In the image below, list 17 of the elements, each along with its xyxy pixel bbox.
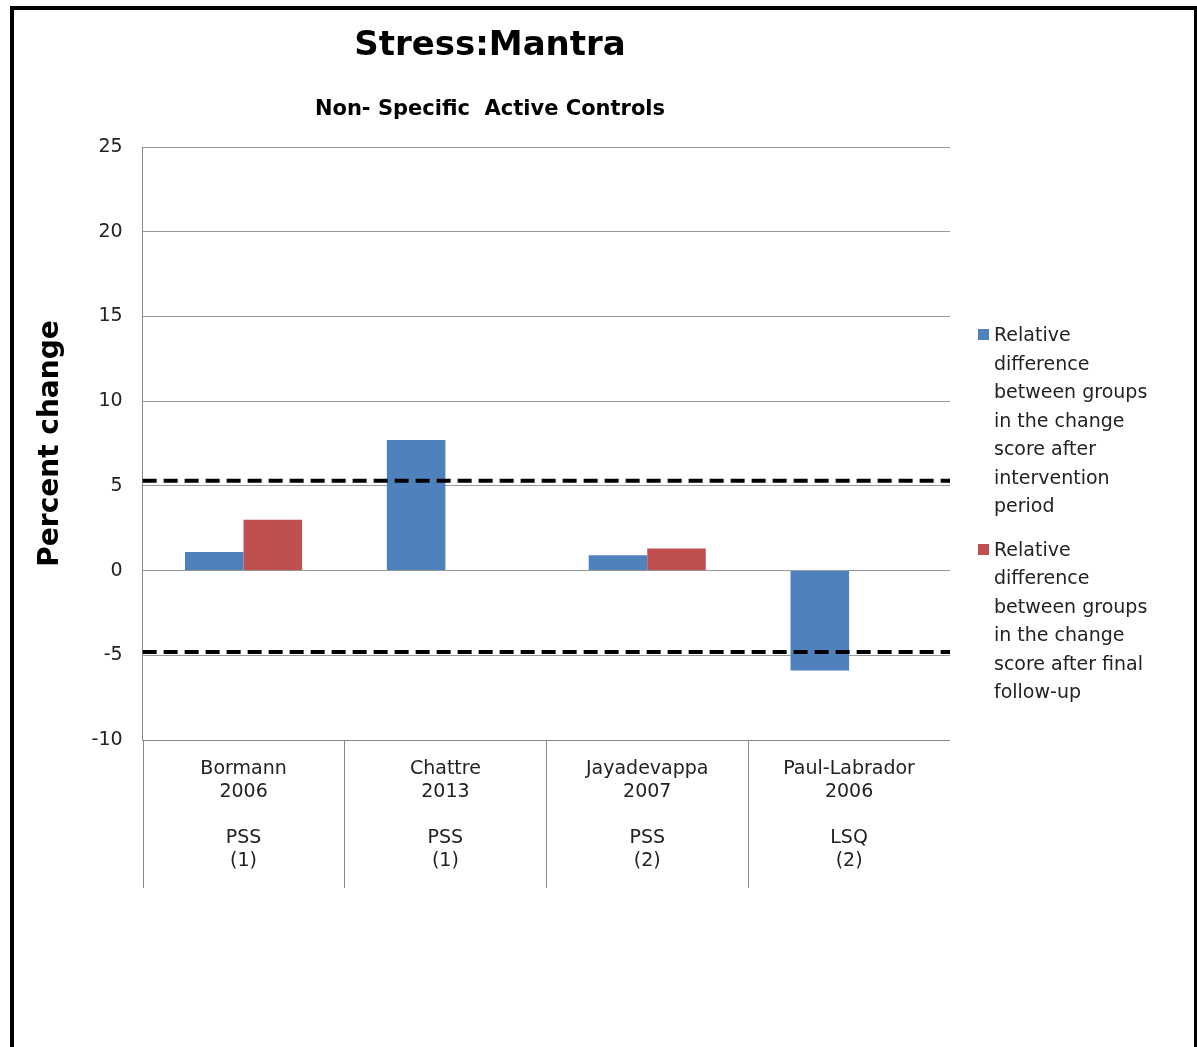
category-label: Jayadevappa 2007 PSS (2) xyxy=(585,756,709,870)
legend-label: Relative difference between groups in the change score after intervention period xyxy=(994,322,1148,518)
legend-label: Relative difference between groups in the change score after final follow-up xyxy=(994,536,1148,704)
chart-title: Stress:Mantra xyxy=(354,23,626,64)
y-tick-label: -10 xyxy=(91,726,123,749)
category-label: Bormann 2006 PSS (1) xyxy=(200,756,287,870)
y-tick-label: 25 xyxy=(98,133,123,156)
y-tick-label: 20 xyxy=(98,218,123,241)
y-axis-title: Percent change xyxy=(32,320,66,567)
chart-subtitle: Non- Specific Active Controls xyxy=(314,95,666,120)
y-tick-label: 0 xyxy=(110,557,123,580)
y-tick-label: 15 xyxy=(98,303,123,326)
category-label: Chattre 2013 PSS (1) xyxy=(409,756,481,870)
y-tick-label: 5 xyxy=(110,472,123,495)
y-tick-label: -5 xyxy=(103,642,123,665)
y-tick-label: 10 xyxy=(98,388,123,411)
category-label: Paul-Labrador 2006 LSQ (2) xyxy=(783,756,915,870)
